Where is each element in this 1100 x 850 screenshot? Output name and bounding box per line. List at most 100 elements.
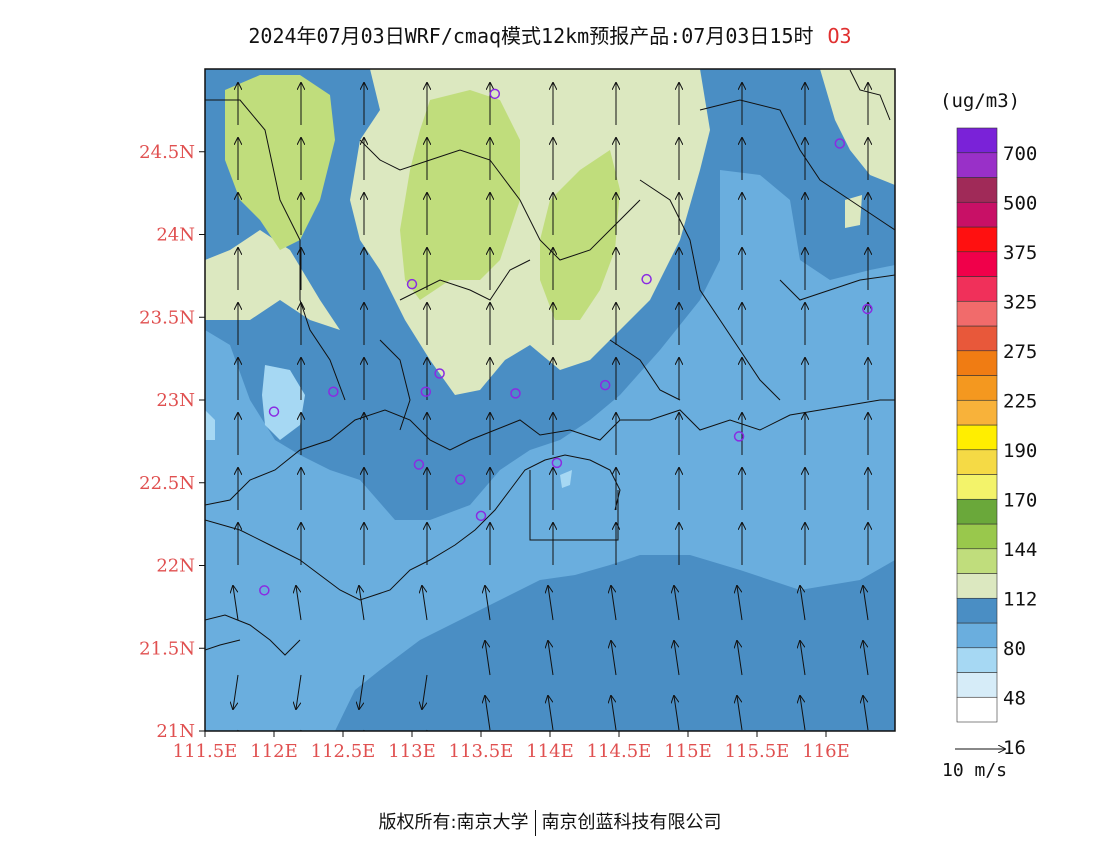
wind-arrow	[737, 696, 743, 731]
station-marker	[551, 457, 563, 469]
wind-arrow	[737, 586, 743, 621]
legend-label: 500	[1003, 192, 1037, 214]
band-80-96-east	[820, 69, 895, 228]
lon-tick-label: 112E	[250, 741, 298, 762]
lat-tick-label: 23N	[156, 390, 195, 411]
copyright-footer: 版权所有:南京大学 南京创蓝科技有限公司	[0, 808, 1100, 836]
legend-swatch	[956, 696, 998, 723]
lat-tick-label: 21.5N	[139, 638, 195, 659]
lat-tick-label: 21N	[156, 721, 195, 742]
band-32-48	[205, 365, 572, 488]
wind-arrow	[548, 641, 554, 676]
station-marker	[420, 386, 432, 397]
lon-tick-label: 111.5E	[173, 741, 238, 762]
legend-swatch	[956, 276, 998, 302]
lat-tick-label: 22N	[156, 556, 195, 577]
station-marker	[455, 474, 466, 485]
copyright-left: 版权所有:南京大学	[378, 812, 529, 833]
legend-label: 375	[1003, 242, 1037, 264]
wind-arrow	[548, 696, 554, 731]
legend-label: 225	[1003, 390, 1037, 412]
station-marker	[489, 88, 501, 100]
copyright-right: 南京创蓝科技有限公司	[541, 812, 722, 833]
station-marker	[328, 386, 339, 397]
legend-swatch	[956, 498, 998, 525]
wind-arrow	[485, 586, 491, 621]
legend-swatch	[956, 424, 998, 451]
station-marker	[733, 431, 745, 442]
legend-swatch	[956, 127, 998, 154]
wind-arrow	[674, 641, 680, 676]
wind-vectors	[233, 83, 869, 731]
legend-swatch	[956, 350, 998, 376]
wind-arrow	[485, 696, 491, 731]
legend-swatch	[956, 548, 998, 574]
wind-arrow	[422, 674, 428, 709]
legend-swatch	[956, 201, 998, 228]
wind-arrow	[674, 696, 680, 731]
wind-arrow	[422, 586, 428, 621]
legend-label: 16	[1003, 737, 1026, 759]
legend-swatch	[956, 375, 998, 401]
station-marker	[268, 406, 280, 417]
wind-arrow	[800, 586, 806, 621]
legend-label: 275	[1003, 341, 1037, 363]
color-legend: 700 500 375 325 275 225 190 170 144 112 80 48 16	[956, 127, 1037, 759]
wind-arrow	[548, 586, 554, 621]
legend-label: 700	[1003, 143, 1037, 165]
legend-swatch	[956, 672, 998, 698]
lon-tick-label: 115E	[664, 741, 712, 762]
species-label: O3	[827, 24, 852, 48]
legend-label: 112	[1003, 588, 1037, 610]
legend-swatch	[956, 226, 998, 253]
station-marker	[406, 278, 418, 290]
station-marker	[862, 303, 873, 315]
legend-swatch	[956, 597, 998, 624]
lat-tick-label: 23.5N	[139, 307, 195, 328]
station-marker	[413, 459, 425, 470]
lon-tick-label: 113E	[388, 741, 436, 762]
legend-swatch	[956, 399, 998, 426]
lat-tick-label: 22.5N	[139, 473, 195, 494]
legend-unit-label: (ug/m3)	[940, 90, 1021, 112]
legend-swatch	[956, 573, 998, 599]
lat-tick-label: 24.5N	[139, 142, 195, 163]
legend-swatch	[956, 474, 998, 500]
legend-label: 170	[1003, 489, 1037, 511]
lon-tick-label: 114E	[526, 741, 574, 762]
legend-swatch	[956, 325, 998, 352]
copyright-divider	[534, 810, 536, 836]
station-marker	[434, 368, 445, 379]
station-marker	[599, 379, 611, 391]
legend-swatch	[956, 647, 998, 673]
legend-label: 325	[1003, 291, 1037, 313]
longitude-axis: 111.5E 112E 112.5E 113E 113.5E 114E 114.5E 115E…	[173, 731, 850, 762]
band-96-112	[225, 75, 620, 320]
station-marker	[475, 510, 487, 522]
wind-arrow	[863, 696, 869, 731]
wind-arrow	[359, 586, 365, 621]
legend-swatch	[956, 152, 998, 178]
legend-label: 190	[1003, 440, 1037, 462]
legend-label: 48	[1003, 687, 1026, 709]
station-marker	[834, 138, 846, 149]
wind-arrow	[863, 641, 869, 676]
legend-swatch	[956, 523, 998, 550]
wind-arrow	[296, 586, 302, 621]
wind-arrow	[611, 696, 617, 731]
lon-tick-label: 115.5E	[725, 741, 790, 762]
legend-swatch	[956, 449, 998, 475]
legend-swatch	[956, 300, 998, 327]
station-marker	[259, 585, 270, 596]
wind-arrow	[674, 586, 680, 621]
wind-arrow	[233, 586, 239, 621]
concentration-field	[205, 69, 895, 731]
lon-tick-label: 116E	[802, 741, 850, 762]
wind-arrow	[611, 586, 617, 621]
legend-label: 144	[1003, 539, 1037, 561]
legend-swatch	[956, 251, 998, 277]
lon-tick-label: 112.5E	[311, 741, 376, 762]
wind-arrow	[611, 641, 617, 676]
lat-tick-label: 24N	[156, 225, 195, 246]
